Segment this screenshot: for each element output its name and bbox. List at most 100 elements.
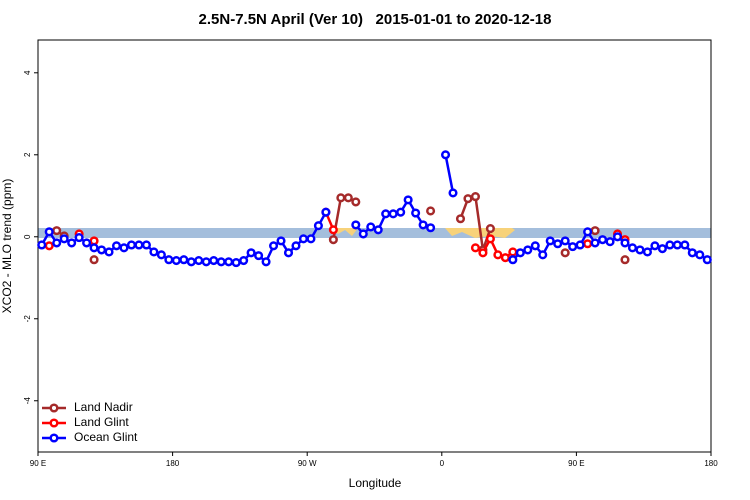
point — [358, 229, 368, 239]
point — [396, 207, 406, 217]
point — [426, 223, 436, 233]
point — [291, 241, 301, 251]
point — [306, 234, 316, 244]
point — [119, 243, 129, 253]
point — [254, 251, 264, 261]
point — [111, 241, 122, 251]
point — [530, 241, 540, 251]
point — [440, 150, 451, 160]
land-patch — [445, 228, 515, 238]
point — [89, 243, 99, 253]
x-tick-label: 90 E — [30, 459, 46, 468]
point — [620, 238, 630, 248]
point — [545, 236, 555, 246]
point — [186, 257, 196, 267]
point — [470, 192, 481, 202]
background-band — [38, 228, 711, 238]
point — [635, 245, 645, 255]
point — [141, 240, 151, 250]
point — [246, 248, 256, 258]
point — [687, 248, 697, 258]
legend-marker — [49, 418, 59, 428]
point — [568, 242, 578, 252]
point — [642, 247, 652, 257]
point — [463, 194, 473, 204]
point — [283, 248, 294, 258]
point — [657, 244, 667, 254]
legend-marker — [49, 403, 59, 413]
point — [194, 256, 204, 266]
point — [239, 256, 249, 266]
point — [388, 209, 398, 219]
point — [500, 253, 510, 263]
point — [612, 232, 623, 242]
point — [560, 236, 570, 246]
point — [672, 240, 682, 250]
point — [575, 240, 585, 250]
point — [276, 236, 286, 246]
point — [201, 257, 211, 267]
point — [321, 207, 331, 217]
x-tick-label: 90 W — [298, 459, 317, 468]
point — [171, 256, 181, 266]
y-tick-label: 0 — [23, 234, 32, 239]
x-axis-label: Longitude — [349, 476, 402, 490]
point — [97, 245, 107, 255]
point — [493, 250, 503, 260]
point — [89, 255, 99, 265]
point — [298, 234, 309, 244]
point — [598, 235, 608, 245]
point — [560, 248, 570, 258]
point — [381, 209, 391, 219]
point — [52, 226, 62, 236]
point — [411, 208, 421, 218]
point — [702, 255, 712, 265]
point — [485, 224, 495, 234]
point — [485, 234, 495, 244]
point — [261, 257, 271, 267]
point — [156, 250, 166, 260]
point — [336, 193, 346, 203]
point — [343, 193, 353, 203]
point — [82, 238, 92, 248]
point — [104, 247, 114, 257]
point — [403, 195, 413, 205]
point — [455, 214, 466, 224]
y-tick-label: -4 — [23, 397, 32, 405]
point — [126, 240, 137, 250]
point — [209, 256, 219, 266]
point — [134, 240, 144, 250]
y-tick-label: -2 — [23, 315, 32, 323]
point — [553, 239, 563, 249]
point — [37, 240, 47, 250]
point — [695, 250, 705, 260]
point — [74, 233, 84, 243]
point — [515, 248, 525, 258]
legend-marker — [49, 433, 59, 443]
point — [426, 206, 436, 216]
point — [650, 241, 660, 251]
x-tick-label: 0 — [440, 459, 445, 468]
point — [583, 239, 593, 249]
point — [448, 188, 458, 198]
point — [680, 240, 690, 250]
point — [164, 255, 174, 265]
point — [418, 220, 428, 230]
point — [351, 197, 361, 207]
point — [508, 255, 518, 265]
point — [67, 238, 77, 248]
point — [590, 238, 600, 248]
point — [224, 257, 234, 267]
legend-label: Land Glint — [74, 415, 129, 429]
point — [44, 241, 54, 251]
point — [231, 258, 241, 268]
point — [366, 222, 376, 232]
point — [620, 255, 630, 265]
point — [351, 220, 361, 230]
chart-title: 2.5N-7.5N April (Ver 10) 2015-01-01 to 2… — [199, 11, 552, 28]
x-tick-label: 90 E — [568, 459, 584, 468]
point — [89, 236, 99, 246]
point — [373, 225, 383, 235]
